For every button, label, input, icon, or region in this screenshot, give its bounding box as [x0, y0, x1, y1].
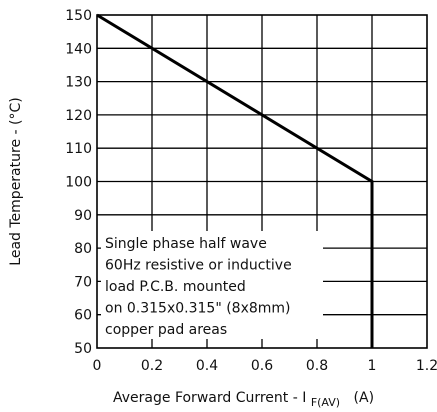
y-tick-label: 70 — [74, 274, 92, 290]
x-axis-label-main: Average Forward Current - I — [113, 390, 306, 406]
annotation-box: Single phase half wave 60Hz resistive or … — [101, 231, 323, 339]
y-tick-label: 110 — [65, 141, 92, 157]
x-tick-label: 0.6 — [251, 358, 273, 374]
y-tick-labels: 50 60 70 80 90 100 110 120 130 140 150 — [65, 8, 92, 357]
x-tick-label: 0.4 — [196, 358, 218, 374]
x-tick-label: 1.2 — [416, 358, 437, 374]
annotation-line: 60Hz resistive or inductive — [105, 258, 292, 274]
plot-area-frame — [96, 14, 428, 349]
annotation-line: on 0.315x0.315" (8x8mm) — [105, 301, 291, 317]
y-tick-label: 120 — [65, 108, 92, 124]
y-tick-label: 50 — [74, 341, 92, 357]
annotation-line: Single phase half wave — [105, 236, 267, 252]
x-tick-label: 0 — [93, 358, 102, 374]
x-tick-label: 1 — [368, 358, 377, 374]
y-tick-label: 130 — [65, 75, 92, 91]
x-axis-label: Average Forward Current - I F(AV) (A) — [113, 390, 374, 410]
annotation-line: load P.C.B. mounted — [105, 279, 246, 295]
y-tick-label: 100 — [65, 175, 92, 191]
x-axis-label-unit: (A) — [354, 390, 375, 406]
y-tick-label: 90 — [74, 208, 92, 224]
y-tick-label: 140 — [65, 41, 92, 57]
y-tick-label: 80 — [74, 241, 92, 257]
y-tick-label: 150 — [65, 8, 92, 24]
x-axis-label-subscript: F(AV) — [311, 396, 340, 409]
annotation-background — [101, 231, 323, 339]
series-group — [96, 13, 374, 348]
x-tick-labels: 0 0.2 0.4 0.6 0.8 1 1.2 — [93, 358, 437, 374]
y-tick-label: 60 — [74, 308, 92, 324]
annotation-line: copper pad areas — [105, 322, 227, 338]
x-tick-label: 0.2 — [141, 358, 163, 374]
series-line — [96, 13, 374, 348]
y-axis-label: Lead Temperature - (°C) — [8, 97, 24, 265]
x-tick-label: 0.8 — [306, 358, 328, 374]
